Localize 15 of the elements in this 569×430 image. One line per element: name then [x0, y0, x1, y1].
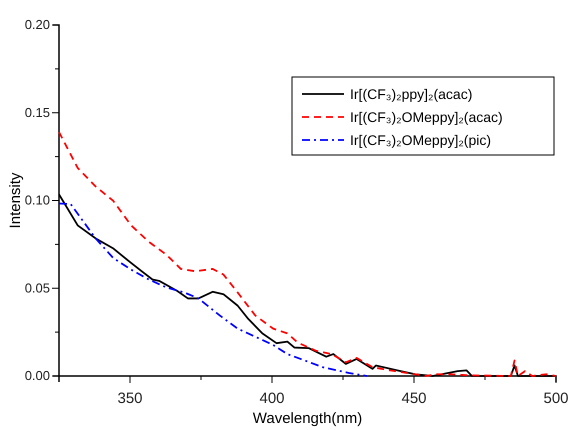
legend-label: Ir[(CF₃)₂OMeppy]₂(pic): [350, 132, 492, 148]
x-tick-label: 500: [543, 390, 569, 407]
legend-label: Ir[(CF₃)₂OMeppy]₂(acac): [350, 109, 503, 125]
x-tick-label: 450: [401, 390, 427, 407]
y-axis-title: Intensity: [7, 172, 24, 228]
y-tick-label: 0.10: [24, 192, 50, 208]
legend-label: Ir[(CF₃)₂ppy]₂(acac): [350, 86, 472, 102]
x-tick-label: 400: [259, 390, 285, 407]
x-tick-label: 350: [117, 390, 143, 407]
y-tick-label: 0.00: [24, 368, 50, 384]
y-tick-label: 0.20: [24, 17, 50, 32]
y-tick-label: 0.15: [24, 104, 50, 120]
x-axis-title: Wavelength(nm): [252, 410, 362, 427]
line-series: [58, 202, 368, 377]
y-tick-label: 0.05: [24, 280, 50, 296]
